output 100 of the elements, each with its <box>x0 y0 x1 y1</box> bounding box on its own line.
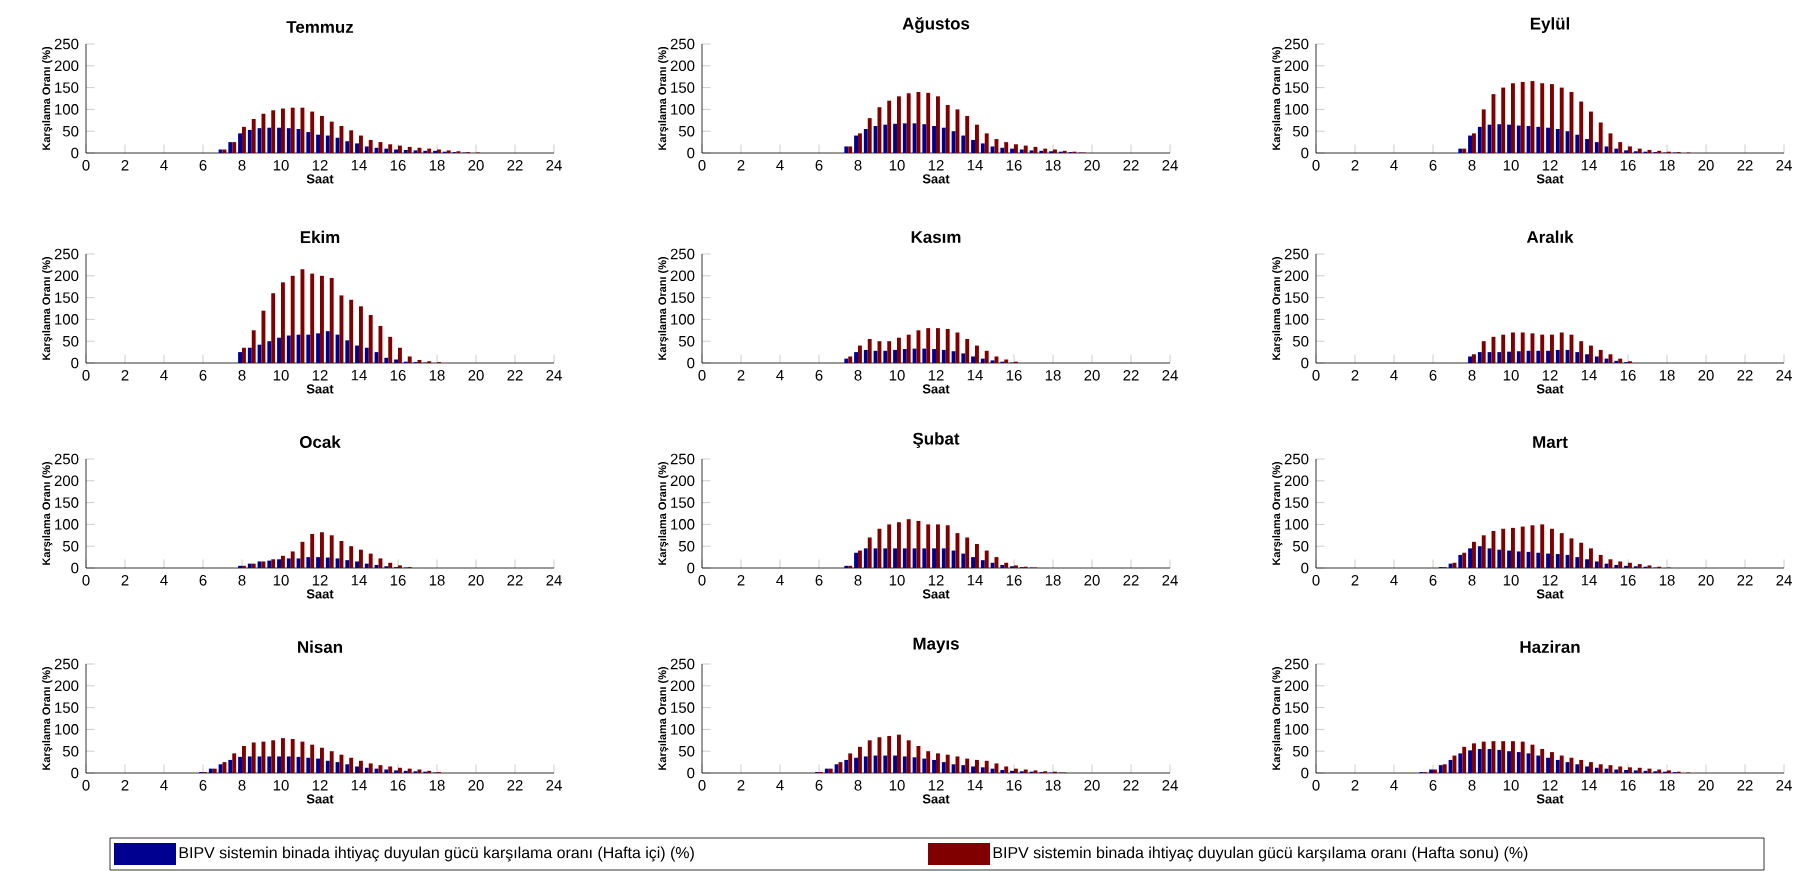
bar <box>975 124 979 153</box>
bar <box>335 762 340 774</box>
bar <box>359 306 363 363</box>
bar <box>906 334 911 363</box>
x-tick-label: 2 <box>1351 780 1359 791</box>
y-tick-label: 100 <box>1285 104 1309 115</box>
bar <box>1507 124 1512 153</box>
bar <box>1487 352 1492 363</box>
bar <box>407 356 412 363</box>
bar <box>1497 749 1502 774</box>
bar <box>965 115 970 153</box>
bar <box>1550 752 1554 774</box>
bar <box>936 524 940 569</box>
bar <box>980 358 985 363</box>
bar <box>335 558 340 569</box>
bar <box>364 347 369 363</box>
x-tick-label: 0 <box>1312 160 1320 171</box>
bar <box>1555 554 1560 569</box>
bar <box>990 360 995 363</box>
bar <box>296 129 301 153</box>
bar <box>1550 84 1554 153</box>
bar <box>854 352 859 363</box>
y-tick-label: 250 <box>670 453 695 465</box>
bar <box>887 341 892 363</box>
bar <box>897 337 901 363</box>
x-tick-label: 16 <box>1620 575 1636 586</box>
bar <box>433 150 437 153</box>
bar <box>941 762 946 774</box>
bar <box>1033 770 1038 774</box>
bar <box>1565 762 1570 774</box>
x-tick-label: 24 <box>1162 575 1178 586</box>
bar <box>887 524 892 569</box>
y-tick-label: 100 <box>671 104 695 115</box>
bar <box>1043 148 1048 153</box>
bar <box>1477 126 1482 153</box>
bar <box>912 123 917 153</box>
bar <box>922 348 927 363</box>
x-tick-label: 10 <box>1503 575 1519 586</box>
bar <box>1004 562 1009 569</box>
bar <box>1550 334 1554 363</box>
bar <box>971 766 976 774</box>
bar <box>238 133 242 153</box>
bar <box>1614 148 1619 153</box>
y-axis-title: Karşılama Oranı (%) <box>42 47 53 150</box>
x-tick-label: 0 <box>82 780 90 791</box>
y-tick-label: 100 <box>55 314 79 325</box>
bar <box>349 130 354 153</box>
bar <box>271 740 276 774</box>
y-tick-label: 0 <box>71 562 79 574</box>
bar <box>345 340 350 363</box>
y-tick-label: 150 <box>55 497 79 508</box>
x-tick-label: 16 <box>390 780 406 791</box>
x-tick-label: 10 <box>889 370 905 381</box>
chart-title: Kasım <box>911 231 961 243</box>
bar <box>883 548 888 569</box>
chart-title: Nisan <box>298 640 342 653</box>
bar <box>228 759 233 774</box>
x-tick-label: 2 <box>737 575 745 586</box>
bar <box>388 766 393 774</box>
x-tick-label: 4 <box>776 575 784 586</box>
bar <box>1511 83 1515 153</box>
bar <box>936 96 940 153</box>
bar <box>1014 565 1018 569</box>
bar <box>1000 147 1005 153</box>
bar <box>345 764 350 774</box>
bar <box>355 561 359 569</box>
chart-title: Aralık <box>1526 230 1574 243</box>
bar <box>1637 148 1642 153</box>
bar <box>1004 766 1009 774</box>
bar <box>1575 557 1580 569</box>
bar <box>228 142 233 153</box>
bar <box>975 759 979 774</box>
x-tick-label: 18 <box>1045 370 1061 381</box>
y-tick-label: 0 <box>687 147 695 159</box>
y-tick-label: 250 <box>670 248 695 260</box>
y-axis-title: Karşılama Oranı (%) <box>658 462 669 565</box>
y-tick-label: 0 <box>687 357 695 369</box>
x-tick-label: 20 <box>1084 160 1100 171</box>
x-tick-label: 6 <box>1429 370 1437 381</box>
bar <box>1628 767 1632 774</box>
x-tick-label: 2 <box>737 370 745 381</box>
bar <box>926 524 931 569</box>
bar <box>423 150 428 153</box>
x-tick-label: 10 <box>273 780 289 791</box>
y-axis-title: Karşılama Oranı (%) <box>658 257 669 360</box>
bar <box>1565 131 1570 153</box>
bar <box>281 282 285 363</box>
x-tick-label: 8 <box>238 780 246 791</box>
x-tick-label: 16 <box>1006 370 1022 381</box>
bar <box>1559 755 1564 774</box>
bar <box>251 118 256 153</box>
bar <box>290 275 295 363</box>
y-tick-label: 50 <box>1292 540 1309 552</box>
x-tick-label: 10 <box>273 160 289 171</box>
y-tick-label: 150 <box>1285 292 1309 303</box>
y-tick-label: 0 <box>1301 767 1309 779</box>
bar <box>1477 352 1482 363</box>
x-axis-title: Saat <box>922 384 950 394</box>
bar <box>867 118 872 153</box>
y-tick-label: 50 <box>678 540 695 552</box>
